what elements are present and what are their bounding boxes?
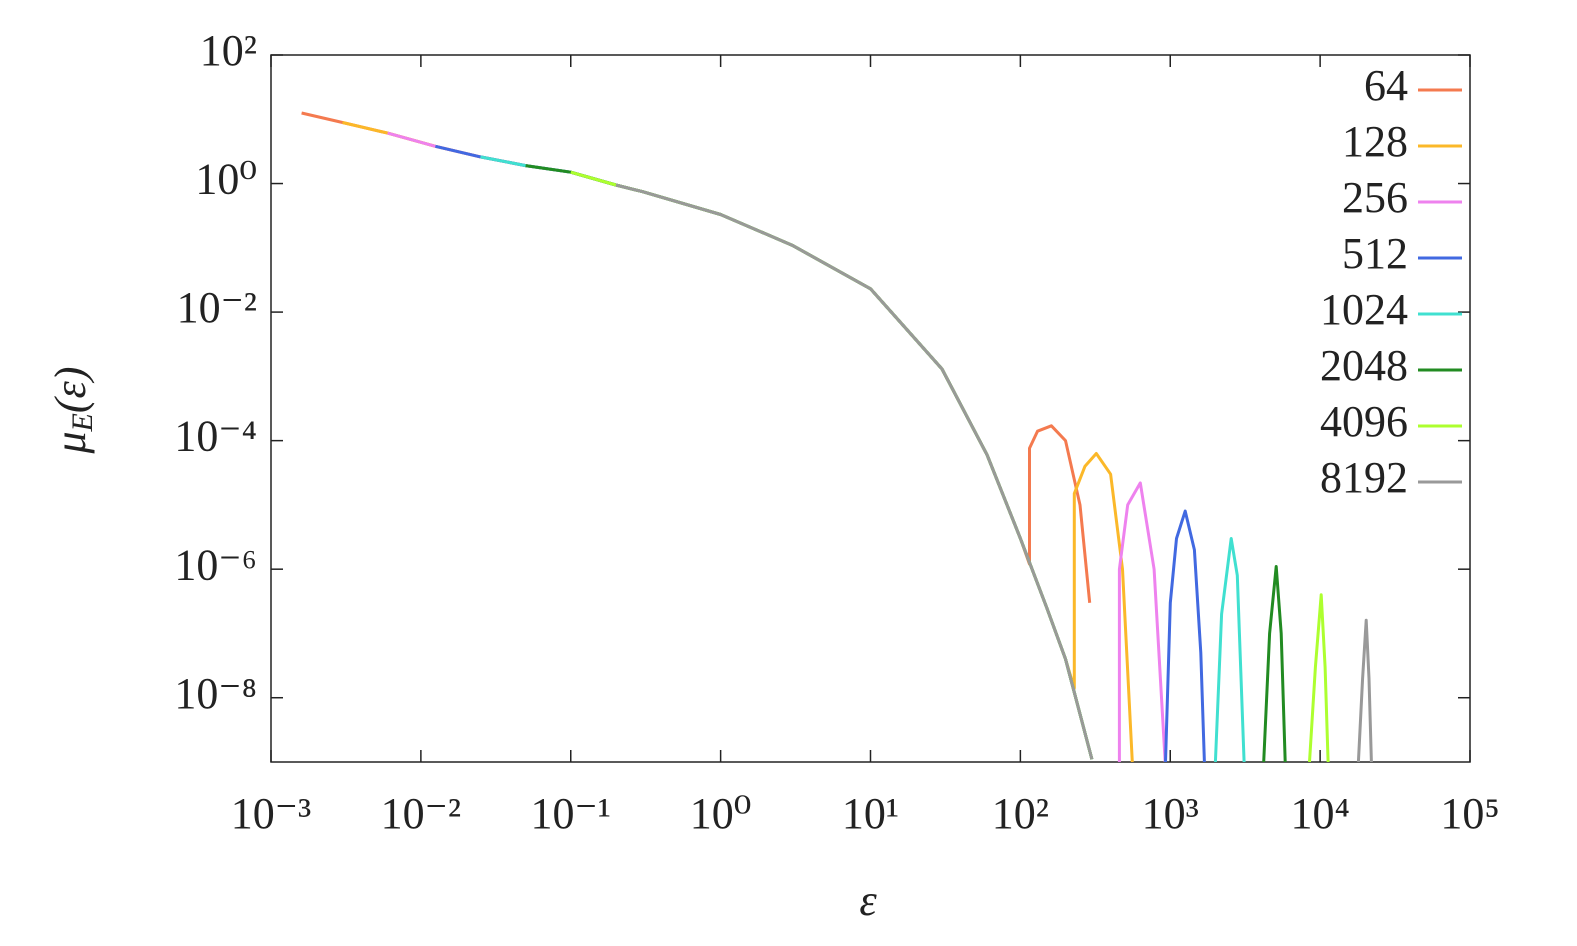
x-tick-label: 10⁴	[1290, 789, 1349, 838]
x-tick-label: 10¹	[842, 789, 899, 838]
series-line	[525, 164, 1287, 762]
series-line	[570, 170, 1330, 762]
y-label-symbol: μ	[46, 431, 95, 454]
y-tick-label: 10⁻²	[177, 283, 257, 332]
x-tick-label: 10³	[1142, 789, 1199, 838]
legend-label: 2048	[1320, 341, 1408, 390]
series-line	[387, 131, 1167, 762]
x-tick-label: 10²	[992, 789, 1049, 838]
y-tick-label: 10⁻⁸	[174, 669, 257, 718]
y-tick-label: 10⁰	[195, 155, 257, 204]
y-tick-label: 10²	[200, 26, 257, 75]
y-label-subscript: E	[66, 413, 99, 432]
legend-label: 512	[1342, 229, 1408, 278]
series-line	[615, 183, 1373, 762]
series-line	[435, 144, 1206, 762]
legend-label: 128	[1342, 117, 1408, 166]
series-line	[480, 155, 1246, 762]
y-label-argument: (ε)	[46, 366, 95, 413]
x-tick-label: 10⁰	[690, 789, 752, 838]
plot-frame	[270, 54, 1471, 763]
legend-label: 1024	[1320, 285, 1408, 334]
plot-lines	[301, 111, 1373, 762]
series-line	[301, 111, 1092, 603]
legend-label: 256	[1342, 173, 1408, 222]
y-axis-label: μE(ε)	[46, 366, 99, 454]
legend-label: 4096	[1320, 397, 1408, 446]
x-tick-label: 10⁻²	[381, 789, 461, 838]
legend-label: 64	[1364, 61, 1408, 110]
x-tick-label: 10⁻³	[231, 789, 311, 838]
y-tick-label: 10⁻⁶	[174, 540, 257, 589]
x-tick-label: 10⁵	[1440, 789, 1499, 838]
x-axis-label: ε	[859, 876, 877, 925]
y-tick-label: 10⁻⁴	[174, 412, 257, 461]
legend-label: 8192	[1320, 453, 1408, 502]
series-line	[342, 121, 1134, 762]
x-tick-label: 10⁻¹	[531, 789, 611, 838]
